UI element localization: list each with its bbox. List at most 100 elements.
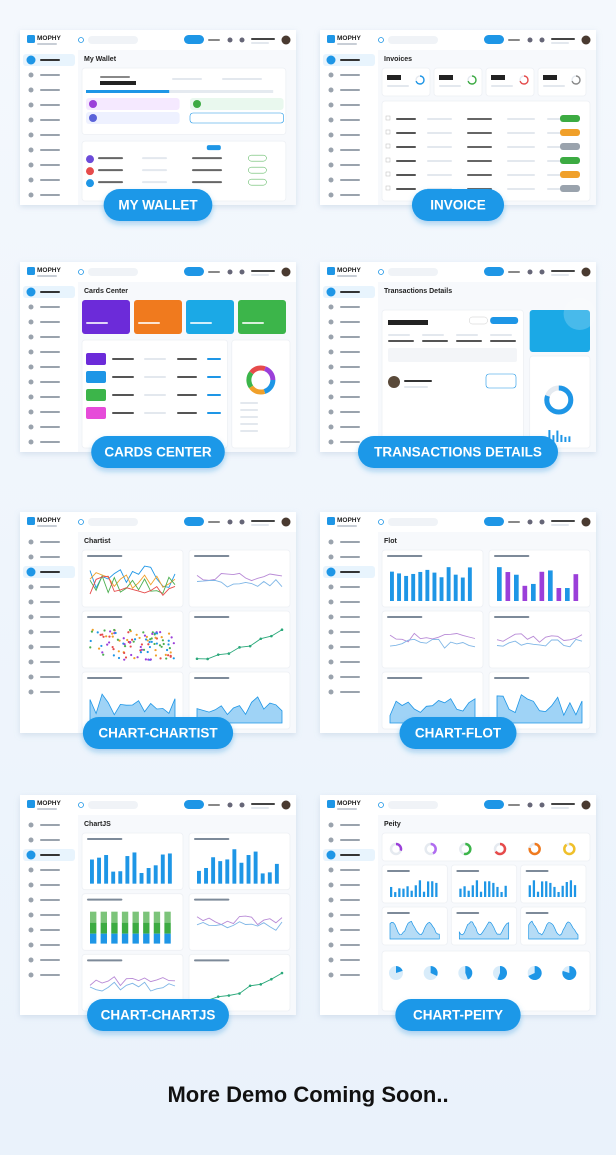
text-line [387, 75, 401, 80]
sidebar [320, 512, 378, 733]
point [140, 643, 144, 646]
brand: MOPHY [337, 517, 362, 524]
text-line [40, 944, 60, 946]
text-line [551, 274, 569, 276]
demo-label: INVOICE [411, 189, 505, 221]
search-icon [78, 802, 84, 808]
status [560, 185, 580, 192]
pie-slice [528, 966, 542, 980]
panel [381, 100, 591, 202]
menu-icon [328, 379, 334, 385]
text-line [427, 118, 452, 120]
point [117, 656, 121, 660]
status [560, 129, 580, 136]
tile [190, 98, 284, 110]
menu-icon [28, 972, 34, 978]
button [469, 316, 488, 325]
bar [90, 859, 94, 884]
text-line [422, 334, 444, 336]
text-line [40, 974, 60, 976]
point [154, 648, 157, 652]
menu-icon [28, 439, 34, 445]
bar [522, 585, 528, 601]
search [88, 801, 138, 809]
text-line [388, 320, 428, 325]
label-pill [87, 999, 229, 1031]
text-line [340, 441, 360, 443]
menu-icon [328, 319, 334, 325]
text-line [142, 169, 167, 172]
panel [488, 610, 591, 669]
menu-icon [328, 117, 334, 123]
menu-icon [328, 132, 334, 138]
label-pill [399, 717, 517, 749]
bar [553, 886, 556, 897]
point [100, 644, 103, 648]
area [496, 694, 583, 724]
text-line [194, 555, 230, 557]
point [129, 641, 132, 644]
text-line [194, 616, 230, 618]
text-line [340, 899, 360, 901]
demo-label: CHART-FLOT [399, 717, 517, 749]
screen-content: MOPHY Transactions Details [320, 262, 596, 452]
status [560, 157, 580, 164]
text-line [427, 174, 452, 176]
label-pill [91, 436, 225, 468]
bar [422, 891, 426, 897]
text-line [340, 616, 360, 618]
point [140, 648, 144, 651]
point [167, 639, 170, 642]
menu-icon [328, 147, 334, 153]
text-line [340, 541, 360, 543]
point [128, 628, 132, 632]
text-line [396, 160, 416, 162]
menu-icon [26, 287, 36, 297]
point [117, 650, 120, 653]
bar [496, 886, 499, 897]
text-line [40, 411, 60, 413]
menu-icon [328, 439, 334, 445]
text-line [467, 174, 492, 176]
toggle [484, 35, 504, 44]
demo-label: CHART-CHARTJS [87, 999, 229, 1031]
text-line [40, 959, 60, 961]
avatar [281, 517, 291, 527]
text-line [40, 824, 60, 826]
bar [121, 911, 129, 923]
bar [568, 436, 571, 442]
point [102, 653, 105, 656]
point [108, 635, 111, 638]
text-line [551, 520, 575, 522]
brand: MOPHY [37, 800, 62, 807]
card-decor [563, 298, 596, 330]
bar [500, 891, 503, 897]
brand: MOPHY [337, 800, 362, 807]
text-line [251, 42, 269, 44]
notification-icon [239, 269, 245, 275]
text-line [40, 134, 60, 136]
notification-icon [539, 802, 545, 808]
text-line [422, 340, 448, 342]
text-line [340, 291, 360, 293]
text-line [40, 854, 60, 856]
text-line [427, 132, 452, 134]
ring [519, 75, 529, 85]
line [89, 976, 176, 987]
bar [548, 570, 553, 601]
bar [414, 885, 417, 897]
pie-slice [396, 966, 403, 973]
demo-thumbnail: MOPHY Cards Center [20, 262, 296, 452]
text-line [387, 912, 410, 914]
text-line [508, 271, 520, 273]
point [91, 628, 94, 631]
text-line [40, 194, 60, 196]
bar [100, 911, 107, 923]
demo-thumbnail: MOPHY Peity [320, 795, 596, 1015]
text-line [40, 89, 60, 91]
text-line [251, 520, 275, 522]
search-icon [78, 269, 84, 275]
text-line [340, 974, 360, 976]
menu-icon [28, 882, 34, 888]
